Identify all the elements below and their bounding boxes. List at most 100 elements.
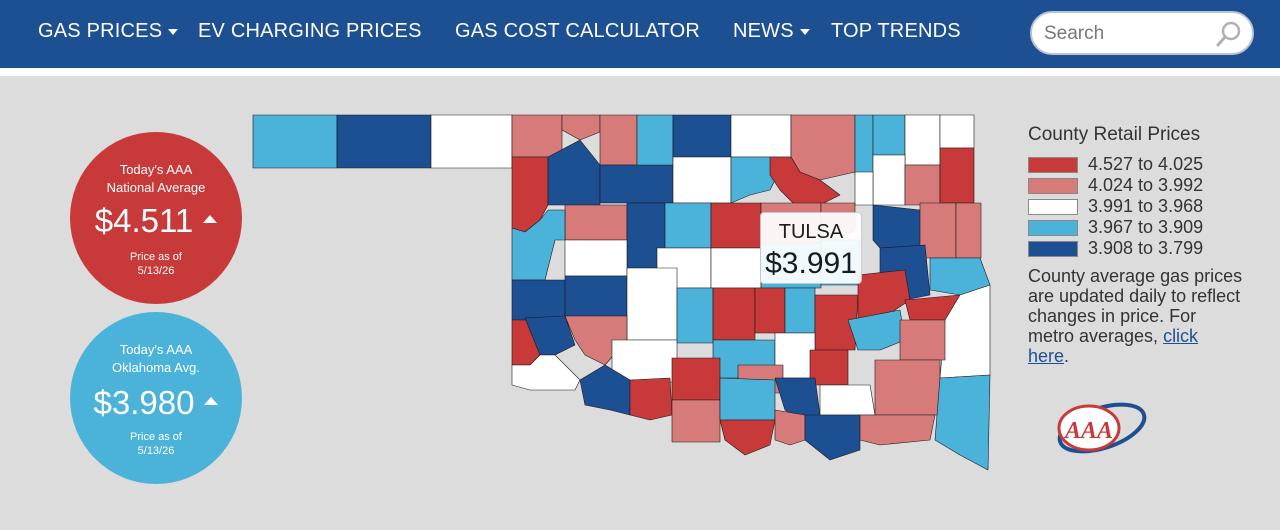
county-pushmataha[interactable] <box>874 359 941 416</box>
legend-title: County Retail Prices <box>1028 124 1201 145</box>
county-grady[interactable] <box>676 287 714 344</box>
county-delaware[interactable] <box>939 147 975 204</box>
county-mayes[interactable] <box>904 164 941 206</box>
national-title-line1: Today's AAA <box>119 162 193 177</box>
nav-top-trends-label: TOP TRENDS <box>831 20 961 42</box>
county-okmulgee[interactable] <box>857 269 911 321</box>
state-average-badge: Today's AAA Oklahoma Avg. $3.980 Price a… <box>70 312 242 484</box>
county-comanche[interactable] <box>611 339 678 383</box>
county-kingfisher[interactable] <box>664 202 712 249</box>
county-garfield[interactable] <box>672 156 732 204</box>
legend-row: 3.967 to 3.909 <box>1028 217 1268 238</box>
county-beaver[interactable] <box>430 114 513 169</box>
county-bryan[interactable] <box>804 414 861 461</box>
county-choctaw[interactable] <box>859 414 936 446</box>
county-grant[interactable] <box>672 114 732 158</box>
county-oklahoma[interactable] <box>710 247 762 289</box>
aaa-logo: AAA <box>1057 402 1147 454</box>
county-carter[interactable] <box>719 377 776 421</box>
county-stephens[interactable] <box>671 357 721 401</box>
nav-gas-cost-calculator-label: GAS COST CALCULATOR <box>455 20 700 42</box>
county-adair[interactable] <box>955 202 982 259</box>
county-seminole[interactable] <box>814 294 859 351</box>
nav-news-label: NEWS <box>733 20 794 42</box>
county-washita[interactable] <box>564 275 628 317</box>
county-kay[interactable] <box>730 114 792 158</box>
state-title-line1: Today's AAA <box>119 342 193 357</box>
county-rogers[interactable] <box>872 154 906 206</box>
county-nowata[interactable] <box>872 114 906 156</box>
nav-divider <box>0 68 1280 76</box>
legend-row: 3.908 to 3.799 <box>1028 238 1268 259</box>
legend-row: 3.991 to 3.968 <box>1028 196 1268 217</box>
state-price: $3.980 <box>93 384 195 421</box>
nav-gas-prices-label: GAS PRICES <box>38 20 163 42</box>
county-ottawa[interactable] <box>939 114 975 149</box>
county-wagoner[interactable] <box>872 204 926 251</box>
legend-swatch <box>1028 241 1078 257</box>
county-craig[interactable] <box>904 114 941 166</box>
county-caddo[interactable] <box>626 267 678 341</box>
tooltip-county-price: $3.991 <box>765 247 857 280</box>
county-pottawatomie[interactable] <box>784 287 816 334</box>
national-price-row: $4.511 <box>70 202 242 240</box>
legend-swatch <box>1028 178 1078 194</box>
county-le-flore[interactable] <box>939 284 991 379</box>
county-tooltip: TULSA $3.991 <box>760 212 862 284</box>
legend-row: 4.527 to 4.025 <box>1028 154 1268 175</box>
oklahoma-county-map[interactable] <box>250 112 995 474</box>
search-input[interactable] <box>1042 21 1216 47</box>
top-nav-bar: GAS PRICES EV CHARGING PRICES GAS COST C… <box>0 0 1280 68</box>
legend-swatch <box>1028 199 1078 215</box>
national-average-badge: Today's AAA National Average $4.511 Pric… <box>70 132 242 304</box>
county-dewey[interactable] <box>564 204 628 241</box>
nav-news[interactable]: NEWS <box>733 20 810 43</box>
legend-label: 4.527 to 4.025 <box>1088 154 1204 174</box>
county-beckham[interactable] <box>511 279 566 321</box>
metro-averages-link[interactable]: click here <box>1028 326 1199 366</box>
national-asof-date: 5/13/26 <box>137 265 175 277</box>
county-marshall[interactable] <box>774 409 806 446</box>
county-tulsa-north[interactable] <box>854 171 874 206</box>
trend-up-icon <box>203 215 218 224</box>
nav-ev-charging-prices[interactable]: EV CHARGING PRICES <box>198 20 422 43</box>
county-mcclain[interactable] <box>712 287 756 341</box>
county-woods-a[interactable] <box>561 114 601 141</box>
county-logan[interactable] <box>710 202 762 249</box>
county-cimarron[interactable] <box>252 114 338 169</box>
county-cleveland[interactable] <box>754 287 786 334</box>
county-major[interactable] <box>599 164 674 204</box>
legend-label: 4.024 to 3.992 <box>1088 175 1204 195</box>
county-custer[interactable] <box>564 239 628 277</box>
county-harper[interactable] <box>511 114 563 158</box>
search-icon[interactable] <box>1214 19 1244 49</box>
state-asof-date: 5/13/26 <box>137 445 175 457</box>
nav-top-trends[interactable]: TOP TRENDS <box>831 20 961 43</box>
nav-ev-charging-label: EV CHARGING PRICES <box>198 20 422 42</box>
national-asof-line1: Price as of <box>130 251 182 263</box>
county-jefferson[interactable] <box>671 399 721 443</box>
county-texas[interactable] <box>336 114 432 169</box>
county-cotton[interactable] <box>629 377 673 421</box>
tooltip-county-name: TULSA <box>778 221 844 243</box>
nav-gas-prices[interactable]: GAS PRICES <box>38 20 179 43</box>
legend-row: 4.024 to 3.992 <box>1028 175 1268 196</box>
county-woods[interactable] <box>599 114 638 166</box>
county-mcintosh[interactable] <box>847 309 906 351</box>
trend-up-icon <box>204 397 219 406</box>
nav-gas-cost-calculator[interactable]: GAS COST CALCULATOR <box>455 20 700 43</box>
county-mccurtain[interactable] <box>934 374 991 471</box>
county-latimer[interactable] <box>899 319 946 361</box>
legend-swatch <box>1028 220 1078 236</box>
county-washington[interactable] <box>854 114 874 176</box>
legend-swatch <box>1028 157 1078 173</box>
county-alfalfa[interactable] <box>636 114 674 171</box>
note-text: County average gas prices are updated da… <box>1028 266 1243 346</box>
county-kiowa-w[interactable] <box>524 315 576 356</box>
county-coal[interactable] <box>809 349 849 386</box>
county-atoka[interactable] <box>819 384 876 416</box>
county-love[interactable] <box>719 419 776 456</box>
chevron-down-icon <box>799 28 810 35</box>
county-osage-north[interactable] <box>790 114 856 181</box>
county-pawnee[interactable] <box>769 156 841 206</box>
